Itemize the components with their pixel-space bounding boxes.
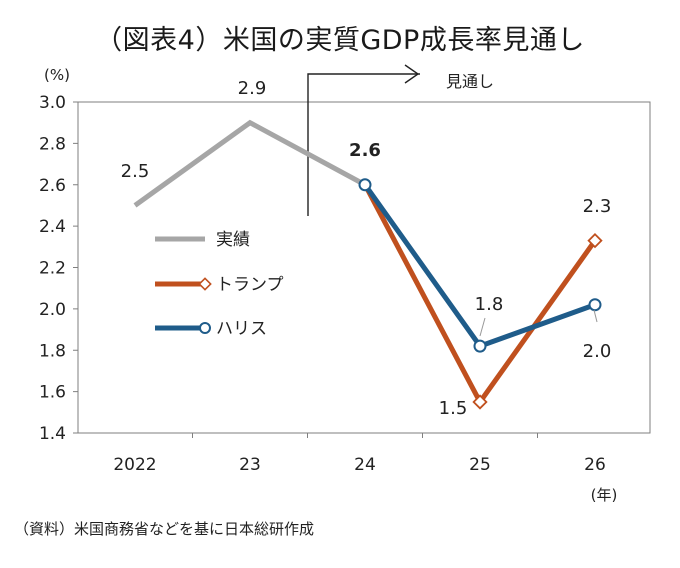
forecast-arrow	[404, 64, 420, 84]
axes: 1.4 1.6 1.8 2.0 2.2 2.4 2.6 2.8 3.0 (%) 2022 23 24 25…	[39, 64, 651, 504]
y-tick-label: 2.8	[39, 134, 66, 154]
y-tick-label: 2.6	[39, 176, 66, 196]
y-tick-label: 2.0	[39, 300, 66, 320]
data-label: 2.3	[583, 196, 612, 217]
legend-label: トランプ	[216, 275, 284, 295]
x-tick-label: 25	[469, 455, 491, 475]
x-tick-label: 2022	[113, 455, 156, 475]
data-point-marker	[587, 232, 603, 249]
leader-line	[479, 317, 486, 337]
source-note: （資料）米国商務省などを基に日本総研作成	[14, 520, 315, 538]
y-tick-label: 3.0	[39, 93, 66, 113]
data-point-marker	[358, 178, 372, 192]
y-axis-unit: (%)	[44, 66, 70, 84]
y-tick-label: 2.2	[39, 259, 66, 279]
y-tick-label: 1.4	[39, 424, 66, 444]
data-labels: 2.5 2.9 2.6 1.5 2.3 1.8 2.0	[121, 78, 612, 419]
forecast-divider	[307, 73, 420, 216]
legend-label: 実績	[216, 230, 250, 250]
x-tick-label: 23	[239, 455, 261, 475]
series-line-1	[133, 119, 367, 208]
series-lines	[133, 119, 603, 410]
data-label: 2.6	[349, 140, 381, 161]
data-label: 2.9	[238, 78, 267, 99]
y-tick-label: 1.6	[39, 383, 66, 403]
data-label: 1.8	[475, 294, 504, 315]
data-point-marker	[473, 339, 487, 353]
data-label: 1.5	[439, 398, 468, 419]
legend-marker	[199, 322, 211, 334]
y-tick-label: 1.8	[39, 341, 66, 361]
data-label: 2.0	[583, 341, 612, 362]
data-label: 2.5	[121, 161, 150, 182]
x-tick-label: 26	[584, 455, 606, 475]
data-point-marker	[472, 394, 488, 410]
series-line-3	[362, 183, 596, 350]
data-point-marker	[588, 298, 602, 312]
y-tick-label: 2.4	[39, 217, 66, 237]
forecast-label: 見通し	[446, 72, 494, 91]
x-tick-label: 24	[354, 455, 376, 475]
leader-line	[593, 309, 598, 323]
legend-label: ハリス	[216, 319, 267, 339]
x-axis-unit: (年)	[591, 486, 618, 504]
chart-title: （図表4）米国の実質GDP成長率見通し	[95, 25, 585, 56]
legend-marker	[198, 277, 212, 291]
